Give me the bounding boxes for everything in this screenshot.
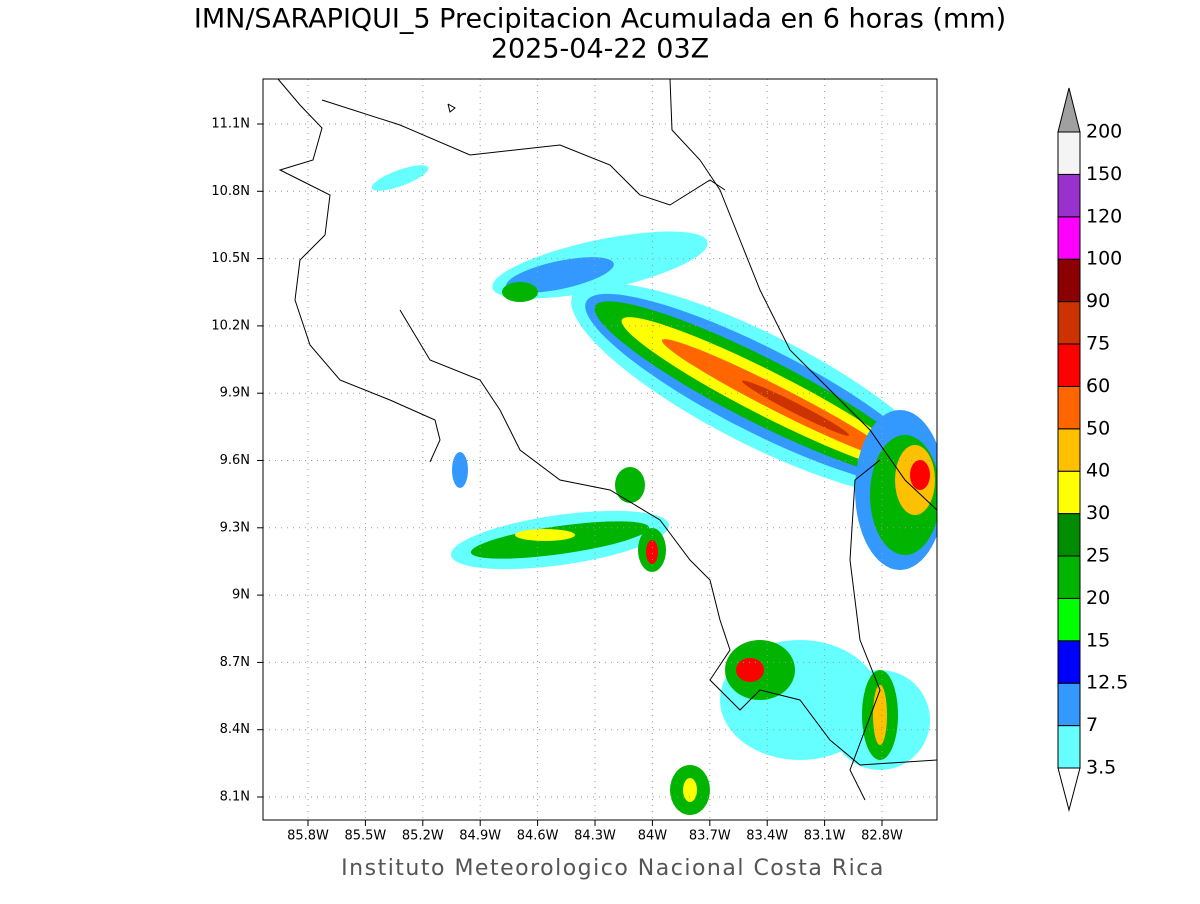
colorbar-label: 100 — [1086, 248, 1122, 270]
colorbar-label: 30 — [1086, 502, 1110, 524]
lon-tick-label: 84.6W — [517, 829, 559, 844]
coastlines — [277, 79, 937, 801]
lon-tick-label: 84W — [638, 829, 668, 844]
lat-tick-label: 10.8N — [211, 184, 250, 199]
colorbar-label: 50 — [1086, 417, 1110, 439]
lon-tick-label: 83.7W — [689, 829, 731, 844]
lat-tick-label: 8.4N — [220, 722, 250, 737]
lon-tick-label: 84.3W — [574, 829, 616, 844]
colorbar-label: 200 — [1086, 121, 1122, 143]
graticule — [257, 79, 937, 826]
colorbar-box — [1057, 301, 1081, 345]
colorbar-label: 150 — [1086, 163, 1122, 185]
lon-tick-label: 85.2W — [402, 829, 444, 844]
map-frame — [262, 78, 938, 821]
colorbar-box — [1057, 428, 1081, 472]
lat-tick-label: 8.1N — [220, 790, 250, 805]
colorbar-box — [1057, 343, 1081, 387]
precipitation — [371, 165, 937, 815]
colorbar-box — [1057, 216, 1081, 260]
lat-tick-label: 8.7N — [220, 655, 250, 670]
colorbar-box — [1057, 682, 1081, 727]
colorbar-box — [1057, 173, 1081, 218]
colorbar-under — [1057, 767, 1081, 812]
colorbar-box — [1057, 597, 1081, 642]
lon-tick-label: 84.9W — [459, 829, 501, 844]
colorbar-box — [1057, 725, 1081, 769]
lon-tick-label: 85.5W — [344, 829, 386, 844]
lat-tick-label: 9N — [232, 588, 250, 603]
colorbar-box — [1057, 385, 1081, 430]
colorbar-label: 75 — [1086, 333, 1110, 355]
colorbar-box — [1057, 555, 1081, 599]
lon-tick-label: 83.1W — [804, 829, 846, 844]
colorbar-box — [1057, 258, 1081, 303]
colorbar-label: 60 — [1086, 375, 1110, 397]
footer: Instituto Meteorologico Nacional Costa R… — [341, 856, 885, 881]
colorbar-box — [1057, 470, 1081, 515]
map — [257, 78, 938, 826]
colorbar-box — [1057, 513, 1081, 557]
lon-tick-label: 82.8W — [861, 829, 903, 844]
lat-tick-label: 9.9N — [220, 386, 250, 401]
lat-tick-label: 10.2N — [211, 318, 250, 333]
colorbar-box — [1057, 640, 1081, 684]
subtitle: 2025-04-22 03Z — [491, 34, 709, 65]
colorbar-box — [1057, 131, 1081, 175]
colorbar: 3.5 7 12.5 15 20 25 30 40 50 60 75 90 100 120 150 200 — [1057, 87, 1128, 812]
lon-tick-label: 83.4W — [746, 829, 788, 844]
colorbar-label: 120 — [1086, 205, 1122, 227]
colorbar-label: 25 — [1086, 545, 1110, 567]
lon-tick-label: 85.8W — [287, 829, 329, 844]
colorbar-label: 7 — [1086, 714, 1098, 736]
lat-tick-label: 10.5N — [211, 251, 250, 266]
colorbar-label: 12.5 — [1086, 672, 1128, 694]
lat-tick-label: 11.1N — [211, 117, 250, 132]
colorbar-label: 40 — [1086, 460, 1110, 482]
lat-tick-label: 9.6N — [220, 453, 250, 468]
title: IMN/SARAPIQUI_5 Precipitacion Acumulada … — [194, 4, 1006, 35]
colorbar-label: 15 — [1086, 629, 1110, 651]
colorbar-label: 90 — [1086, 290, 1110, 312]
colorbar-label: 20 — [1086, 587, 1110, 609]
lat-tick-label: 9.3N — [220, 520, 250, 535]
colorbar-over — [1057, 87, 1081, 133]
colorbar-label: 3.5 — [1086, 757, 1116, 779]
